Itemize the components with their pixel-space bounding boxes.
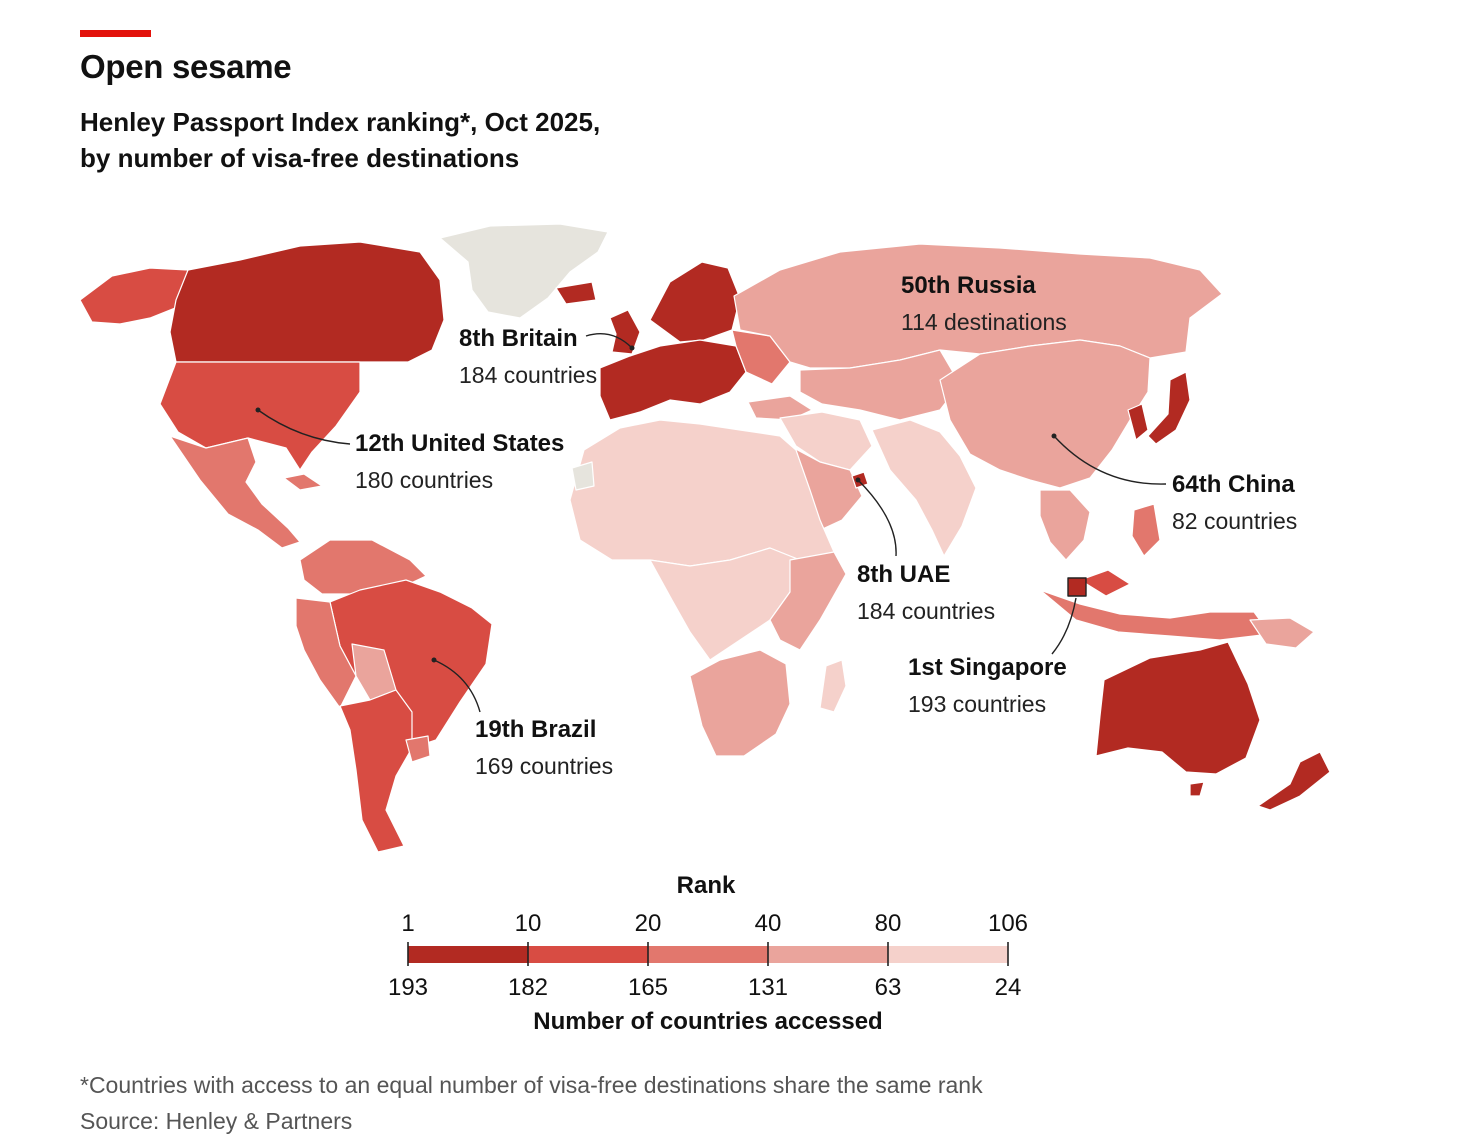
world-map — [79, 223, 1331, 853]
region-middle-east — [779, 411, 873, 471]
leader-line-china — [1053, 435, 1167, 485]
annotation-singapore: 1st Singapore 193 countries — [908, 650, 1067, 722]
annotation-usa: 12th United States 180 countries — [355, 426, 564, 498]
legend-count-tick: 182 — [507, 974, 549, 1001]
annotation-singapore-name: 1st Singapore — [908, 654, 1067, 681]
region-japan — [1147, 371, 1191, 445]
region-greenland — [439, 223, 609, 319]
region-new-zealand — [1257, 751, 1331, 811]
annotation-usa-detail: 180 countries — [355, 467, 494, 493]
annotation-uae-name: 8th UAE — [857, 561, 951, 588]
subtitle-line-2: by number of visa-free destinations — [80, 143, 520, 173]
legend-count-tick: 165 — [627, 974, 669, 1001]
region-uruguay — [405, 735, 431, 763]
leader-line-usa — [257, 409, 351, 445]
source-note: Source: Henley & Partners — [80, 1108, 353, 1134]
region-philippines — [1131, 503, 1161, 557]
region-southeast-asia — [1039, 489, 1091, 561]
region-caribbean — [283, 473, 323, 491]
footnote: *Countries with access to an equal numbe… — [80, 1072, 983, 1098]
annotation-russia: 50th Russia 114 destinations — [901, 268, 1067, 340]
region-australia — [1095, 641, 1261, 775]
region-madagascar — [819, 659, 847, 713]
legend-swatch-2 — [528, 946, 648, 963]
legend-rank-tick: 106 — [987, 910, 1029, 937]
annotation-britain: 8th Britain 184 countries — [459, 321, 597, 393]
marker-uae — [855, 477, 861, 483]
legend-swatch-5 — [888, 946, 1008, 963]
legend-swatch-4 — [768, 946, 888, 963]
region-singapore — [1067, 577, 1087, 597]
region-iceland — [555, 281, 597, 305]
annotation-brazil-detail: 169 countries — [475, 753, 614, 779]
legend-count-tick: 24 — [994, 974, 1022, 1001]
annotation-britain-name: 8th Britain — [459, 325, 578, 352]
region-tasmania — [1189, 781, 1205, 797]
chart-subtitle: Henley Passport Index ranking*, Oct 2025… — [80, 104, 700, 176]
region-indonesia — [1039, 589, 1271, 641]
annotation-china: 64th China 82 countries — [1172, 467, 1297, 539]
legend-color-scale — [407, 942, 1009, 966]
chart-title: Open sesame — [80, 48, 292, 85]
annotation-brazil: 19th Brazil 169 countries — [475, 712, 613, 784]
region-andes — [295, 597, 357, 709]
leader-line-britain — [585, 333, 633, 349]
region-united-states — [159, 361, 361, 471]
accent-bar — [80, 30, 151, 37]
annotation-britain-detail: 184 countries — [459, 362, 598, 388]
marker-usa — [255, 407, 261, 413]
legend-rank-tick: 20 — [634, 910, 662, 937]
legend-rank-tick: 80 — [874, 910, 902, 937]
subtitle-line-1: Henley Passport Index ranking*, Oct 2025… — [80, 107, 601, 137]
legend-rank-tick: 10 — [514, 910, 542, 937]
legend-title: Rank — [676, 872, 736, 899]
annotation-uae: 8th UAE 184 countries — [857, 557, 995, 629]
legend-count-tick: 193 — [387, 974, 429, 1001]
legend-rank-tick: 40 — [754, 910, 782, 937]
region-south-asia — [871, 419, 977, 557]
marker-china — [1051, 433, 1057, 439]
region-scandinavia — [649, 261, 741, 343]
leader-line-brazil — [433, 659, 481, 713]
region-canada — [169, 241, 445, 363]
region-china — [939, 339, 1151, 489]
annotation-singapore-detail: 193 countries — [908, 691, 1047, 717]
region-central-asia — [799, 349, 961, 421]
leader-line-singapore — [1051, 597, 1077, 655]
legend-swatch-3 — [648, 946, 768, 963]
annotation-china-name: 64th China — [1172, 471, 1295, 498]
region-east-africa — [769, 551, 847, 651]
region-malaysia — [1079, 569, 1131, 597]
region-western-europe — [599, 339, 747, 421]
annotation-russia-detail: 114 destinations — [901, 309, 1067, 335]
region-southern-africa — [689, 649, 791, 757]
legend-swatch-1 — [408, 946, 528, 963]
legend-count-tick: 131 — [747, 974, 789, 1001]
legend-count-tick: 63 — [874, 974, 902, 1001]
region-papua — [1249, 617, 1315, 649]
marker-brazil — [431, 657, 437, 663]
region-western-sahara — [571, 461, 595, 491]
region-southern-cone — [339, 689, 413, 853]
legend-caption: Number of countries accessed — [533, 1008, 883, 1035]
annotation-uae-detail: 184 countries — [857, 598, 996, 624]
region-britain — [609, 309, 641, 355]
region-central-africa — [649, 547, 801, 661]
marker-britain — [629, 345, 635, 351]
annotation-russia-name: 50th Russia — [901, 272, 1036, 299]
annotation-usa-name: 12th United States — [355, 430, 565, 457]
region-korea — [1127, 403, 1149, 441]
legend-rank-tick: 1 — [401, 910, 415, 937]
annotation-brazil-name: 19th Brazil — [475, 716, 597, 743]
annotation-china-detail: 82 countries — [1172, 508, 1298, 534]
region-mexico — [169, 435, 301, 549]
leader-line-uae — [857, 479, 897, 557]
